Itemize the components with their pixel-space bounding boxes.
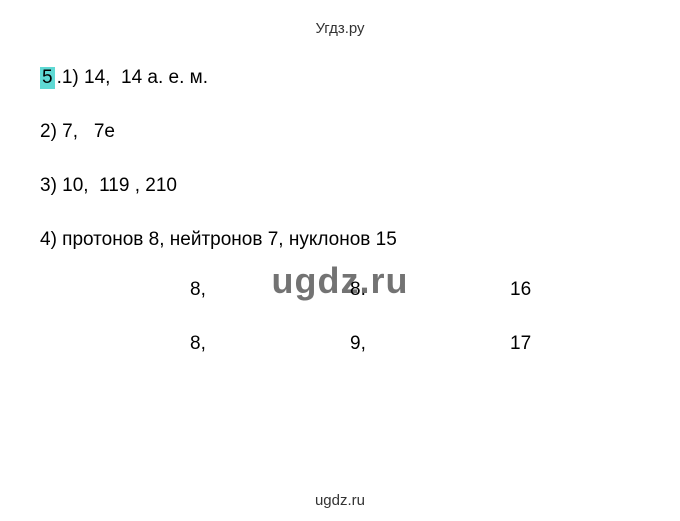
footer-source: ugdz.ru bbox=[0, 492, 680, 509]
line-1: 5.1) 14, 14 а. е. м. bbox=[40, 67, 640, 89]
line-4-text: 4) протонов 8, нейтронов 7, нуклонов 15 bbox=[40, 229, 397, 251]
header-source: Угдз.ру bbox=[40, 20, 640, 37]
cell-r1c3: 16 bbox=[510, 279, 590, 301]
line-2-text: 2) 7, 7е bbox=[40, 121, 115, 143]
line-1-text: .1) 14, 14 а. е. м. bbox=[57, 67, 208, 89]
item-number-highlight: 5 bbox=[40, 67, 55, 89]
cell-r2c1: 8, bbox=[190, 333, 350, 355]
line-2: 2) 7, 7е bbox=[40, 121, 640, 143]
cell-r1c1: 8, bbox=[190, 279, 350, 301]
line-3: 3) 10, 119 , 210 bbox=[40, 175, 640, 197]
cell-r2c3: 17 bbox=[510, 333, 590, 355]
cell-r2c2: 9, bbox=[350, 333, 510, 355]
cell-r1c2: 8. bbox=[350, 279, 510, 301]
table-row-2: 8, 9, 17 bbox=[40, 333, 640, 355]
line-3-text: 3) 10, 119 , 210 bbox=[40, 175, 177, 197]
table-row-1: 8, 8. 16 bbox=[40, 279, 640, 301]
line-4: 4) протонов 8, нейтронов 7, нуклонов 15 bbox=[40, 229, 640, 251]
